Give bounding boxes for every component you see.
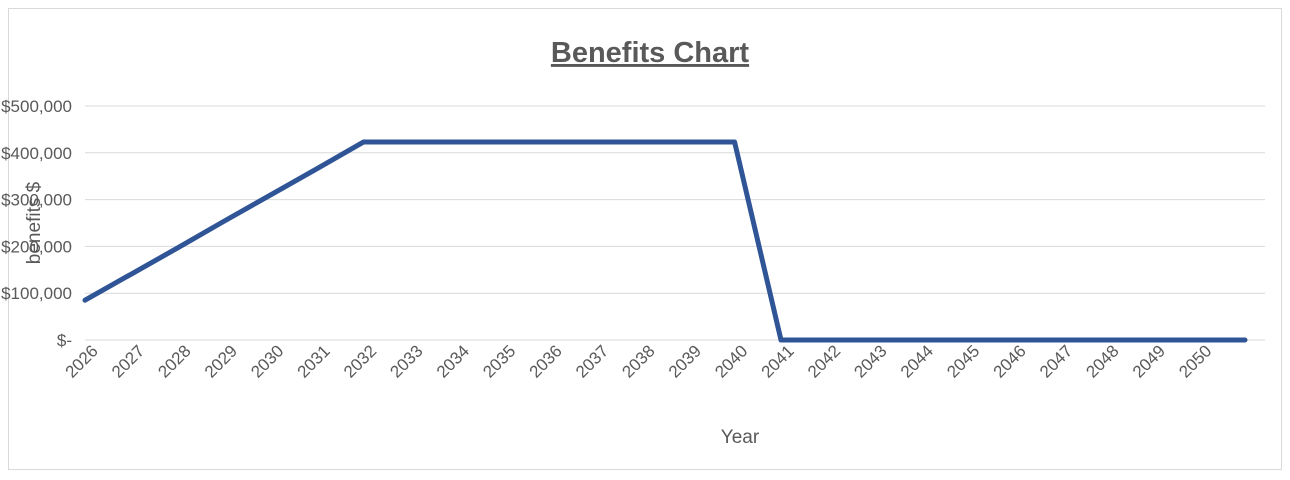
y-tick-label: $400,000 <box>1 144 72 163</box>
y-tick-label: $300,000 <box>1 191 72 210</box>
y-axis-label: benefits $ <box>24 181 45 264</box>
chart-title: Benefits Chart <box>551 37 750 69</box>
chart-border <box>8 8 1282 470</box>
y-tick-label: $100,000 <box>1 284 72 303</box>
y-tick-label: $- <box>57 331 72 350</box>
y-tick-label: $200,000 <box>1 237 72 256</box>
y-tick-label: $500,000 <box>1 97 72 116</box>
x-axis-label: Year <box>721 427 760 448</box>
line-series <box>82 139 1248 343</box>
